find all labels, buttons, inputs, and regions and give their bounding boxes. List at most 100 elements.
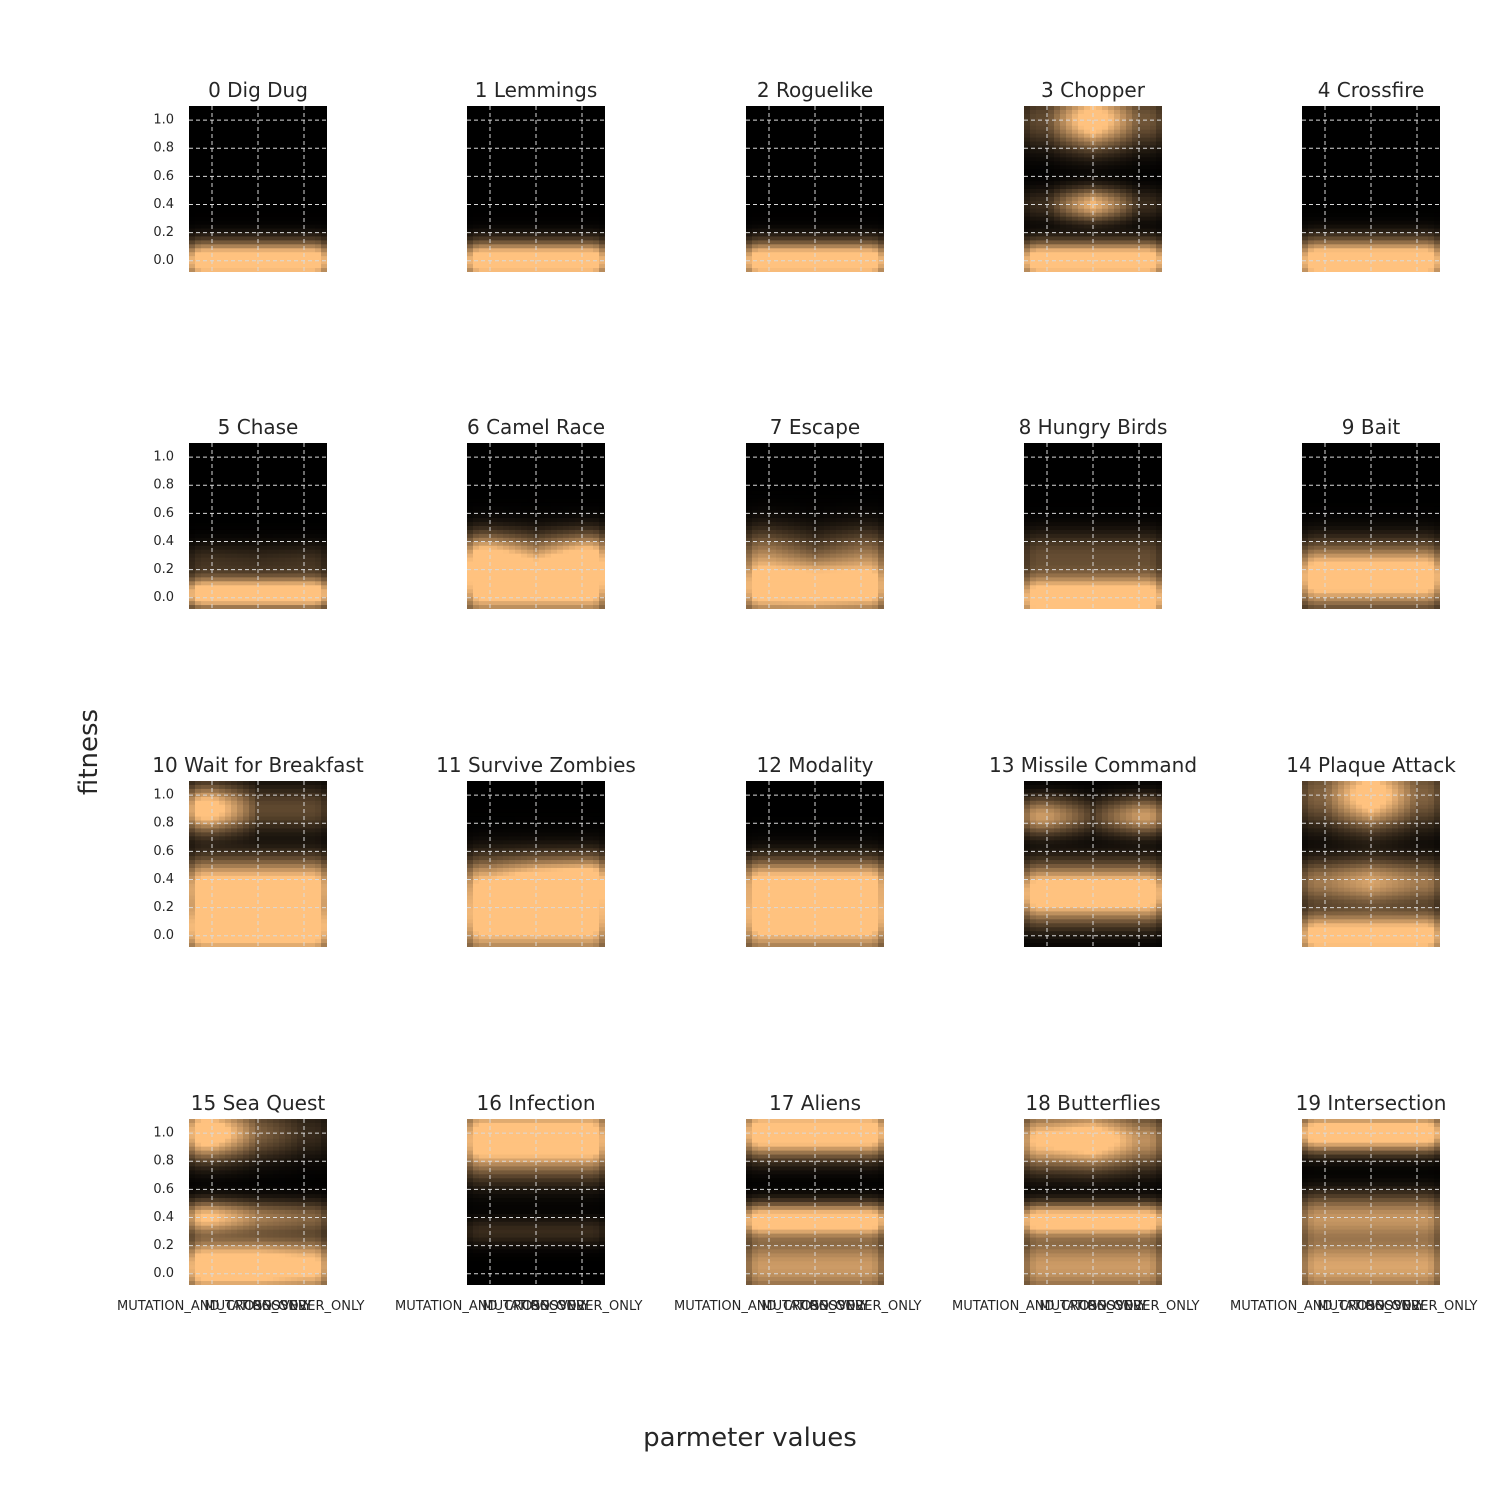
density-cell xyxy=(1120,200,1127,206)
density-cell xyxy=(848,200,855,206)
density-cell xyxy=(527,240,534,245)
density-cell xyxy=(860,113,867,119)
density-cell xyxy=(527,161,534,166)
density-cell xyxy=(1386,212,1393,218)
density-cell xyxy=(824,232,831,238)
density-cell xyxy=(1126,256,1133,261)
density-cell xyxy=(201,141,208,147)
density-cell xyxy=(521,177,528,182)
density-cell xyxy=(1054,244,1061,249)
density-cell xyxy=(587,149,594,155)
y-tick-label: 0.4 xyxy=(153,197,174,212)
density-cell xyxy=(237,256,244,261)
density-cell xyxy=(491,216,498,222)
density-cell xyxy=(1338,268,1345,272)
density-cell xyxy=(752,181,759,186)
density-cell xyxy=(527,149,534,155)
density-cell xyxy=(878,189,884,194)
density-cell xyxy=(599,256,605,261)
density-cell xyxy=(545,216,552,222)
density-cell xyxy=(491,240,498,245)
density-cell xyxy=(848,149,855,155)
density-cell xyxy=(1072,173,1079,178)
density-cell xyxy=(1392,129,1399,135)
density-cell xyxy=(1102,181,1109,186)
density-cell xyxy=(587,260,594,265)
density-cell xyxy=(794,181,801,186)
density-cell xyxy=(1102,244,1109,249)
density-cell xyxy=(243,212,250,218)
density-cell xyxy=(1150,268,1157,272)
density-cell xyxy=(1338,216,1345,222)
density-cell xyxy=(1078,232,1085,238)
density-cell xyxy=(261,268,268,272)
density-cell xyxy=(309,268,316,272)
density-cell xyxy=(1138,157,1145,162)
density-cell xyxy=(521,248,528,253)
density-cell xyxy=(533,200,540,206)
density-cell xyxy=(1332,133,1339,139)
density-cell xyxy=(800,189,807,194)
density-cell xyxy=(848,236,855,241)
density-cell xyxy=(309,256,316,261)
density-cell xyxy=(752,236,759,241)
density-cell xyxy=(539,232,546,238)
density-cell xyxy=(563,264,570,269)
density-cell xyxy=(1398,228,1405,234)
density-cell xyxy=(878,216,884,222)
density-cell xyxy=(261,220,268,226)
density-cell xyxy=(848,192,855,198)
density-cell xyxy=(231,196,238,202)
density-cell xyxy=(1126,157,1133,162)
density-cell xyxy=(1302,137,1309,143)
density-cell xyxy=(581,165,588,170)
density-cell xyxy=(473,141,480,147)
density-cell xyxy=(1126,165,1133,170)
density-cell xyxy=(1380,224,1387,230)
density-cell xyxy=(878,260,884,265)
density-cell xyxy=(479,244,486,249)
density-cell xyxy=(854,145,861,151)
density-cell xyxy=(1084,244,1091,249)
density-cell xyxy=(581,185,588,190)
density-cell xyxy=(842,109,849,115)
density-cell xyxy=(1024,228,1031,234)
density-cell xyxy=(497,125,504,131)
density-cell xyxy=(291,216,298,222)
density-cell xyxy=(1030,228,1037,234)
density-cell xyxy=(776,240,783,245)
density-cell xyxy=(189,204,196,210)
density-cell xyxy=(1084,113,1091,119)
density-cell xyxy=(800,248,807,253)
density-cell xyxy=(758,200,765,206)
density-cell xyxy=(297,117,304,123)
density-cell xyxy=(521,264,528,269)
density-cell xyxy=(189,510,196,515)
density-cell xyxy=(1320,200,1327,206)
density-cell xyxy=(557,240,564,245)
density-cell xyxy=(569,224,576,230)
density-cell xyxy=(1356,177,1363,182)
density-cell xyxy=(1108,106,1115,111)
density-cell xyxy=(764,192,771,198)
density-cell xyxy=(788,149,795,155)
density-cell xyxy=(1024,157,1031,162)
density-cell xyxy=(545,109,552,115)
density-cell xyxy=(1338,109,1345,115)
density-cell xyxy=(285,248,292,253)
density-cell xyxy=(1338,106,1345,111)
density-cell xyxy=(1308,268,1315,272)
density-cell xyxy=(219,256,226,261)
density-cell xyxy=(764,157,771,162)
density-cell xyxy=(800,232,807,238)
density-cell xyxy=(848,121,855,127)
density-cell xyxy=(860,256,867,261)
density-cell xyxy=(824,141,831,147)
density-cell xyxy=(1362,137,1369,143)
density-cell xyxy=(860,141,867,147)
density-cell xyxy=(1054,216,1061,222)
density-cell xyxy=(1096,125,1103,131)
density-cell xyxy=(467,264,474,269)
density-cell xyxy=(1374,113,1381,119)
density-cell xyxy=(1422,121,1429,127)
